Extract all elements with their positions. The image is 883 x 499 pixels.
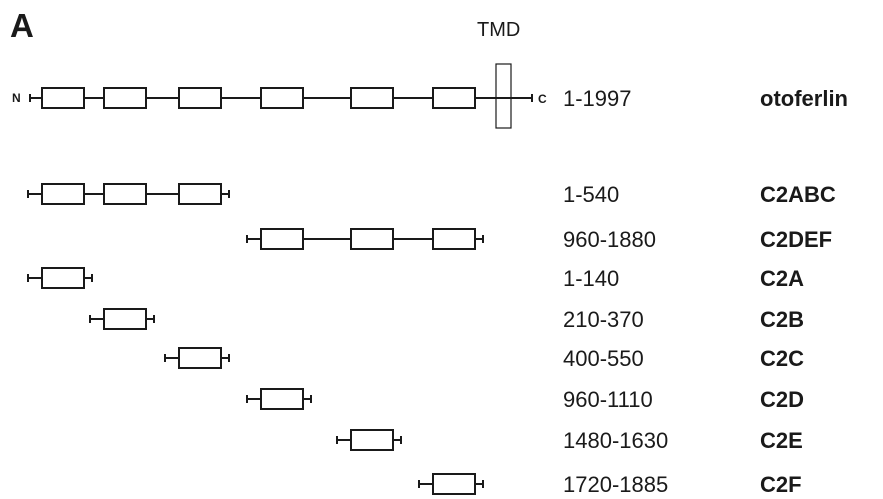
range-label: 1480-1630 bbox=[563, 428, 668, 453]
construct-name: C2B bbox=[760, 307, 804, 332]
construct-name: C2C bbox=[760, 346, 804, 371]
domain-box-C2E bbox=[350, 228, 394, 250]
construct-row-C2ABC: 1-540 C2ABC bbox=[27, 182, 836, 207]
construct-name: C2D bbox=[760, 387, 804, 412]
domain-box-C2D bbox=[260, 228, 304, 250]
domain-box-C2C bbox=[178, 183, 222, 205]
construct-name: C2DEF bbox=[760, 227, 832, 252]
construct-name: C2A bbox=[760, 266, 804, 291]
c-terminus-label: C bbox=[538, 92, 547, 106]
construct-row-C2C: 400-550 C2C bbox=[164, 346, 804, 371]
construct-rows: 1-1997 otoferlin 1-540 C2ABC 960-1880 C2DEF 1-… bbox=[27, 63, 848, 497]
domain-box-C2F bbox=[432, 228, 476, 250]
domain-box-C2A bbox=[41, 183, 85, 205]
construct-row-C2A: 1-140 C2A bbox=[27, 266, 804, 291]
domain-box-C2F bbox=[432, 473, 476, 495]
construct-name: C2F bbox=[760, 472, 802, 497]
n-terminus-label: N bbox=[12, 91, 21, 105]
construct-name: C2E bbox=[760, 428, 803, 453]
construct-name: C2ABC bbox=[760, 182, 836, 207]
tmd-label: TMD bbox=[477, 19, 520, 41]
tmd-box bbox=[495, 63, 512, 129]
range-label: 1-540 bbox=[563, 182, 619, 207]
construct-row-C2B: 210-370 C2B bbox=[89, 307, 804, 332]
range-label: 1720-1885 bbox=[563, 472, 668, 497]
domain-box-C2A bbox=[41, 87, 85, 109]
domain-box-C2D bbox=[260, 87, 304, 109]
domain-box-C2E bbox=[350, 429, 394, 451]
range-label: 210-370 bbox=[563, 307, 644, 332]
range-label: 1-1997 bbox=[563, 86, 632, 111]
domain-box-C2B bbox=[103, 183, 147, 205]
range-label: 400-550 bbox=[563, 346, 644, 371]
domain-box-C2D bbox=[260, 388, 304, 410]
construct-row-C2F: 1720-1885 C2F bbox=[418, 472, 802, 497]
construct-row-C2E: 1480-1630 C2E bbox=[336, 428, 803, 453]
domain-box-C2B bbox=[103, 87, 147, 109]
domain-box-C2E bbox=[350, 87, 394, 109]
construct-row-C2DEF: 960-1880 C2DEF bbox=[246, 227, 832, 252]
construct-row-otoferlin: 1-1997 otoferlin bbox=[29, 63, 848, 129]
panel-label: A bbox=[10, 7, 34, 44]
domain-box-C2A bbox=[41, 267, 85, 289]
range-label: 1-140 bbox=[563, 266, 619, 291]
construct-row-C2D: 960-1110 C2D bbox=[246, 387, 804, 412]
range-label: 960-1880 bbox=[563, 227, 656, 252]
domain-box-C2C bbox=[178, 87, 222, 109]
construct-name: otoferlin bbox=[760, 86, 848, 111]
domain-box-C2C bbox=[178, 347, 222, 369]
domain-box-C2F bbox=[432, 87, 476, 109]
domain-box-C2B bbox=[103, 308, 147, 330]
range-label: 960-1110 bbox=[563, 387, 653, 412]
